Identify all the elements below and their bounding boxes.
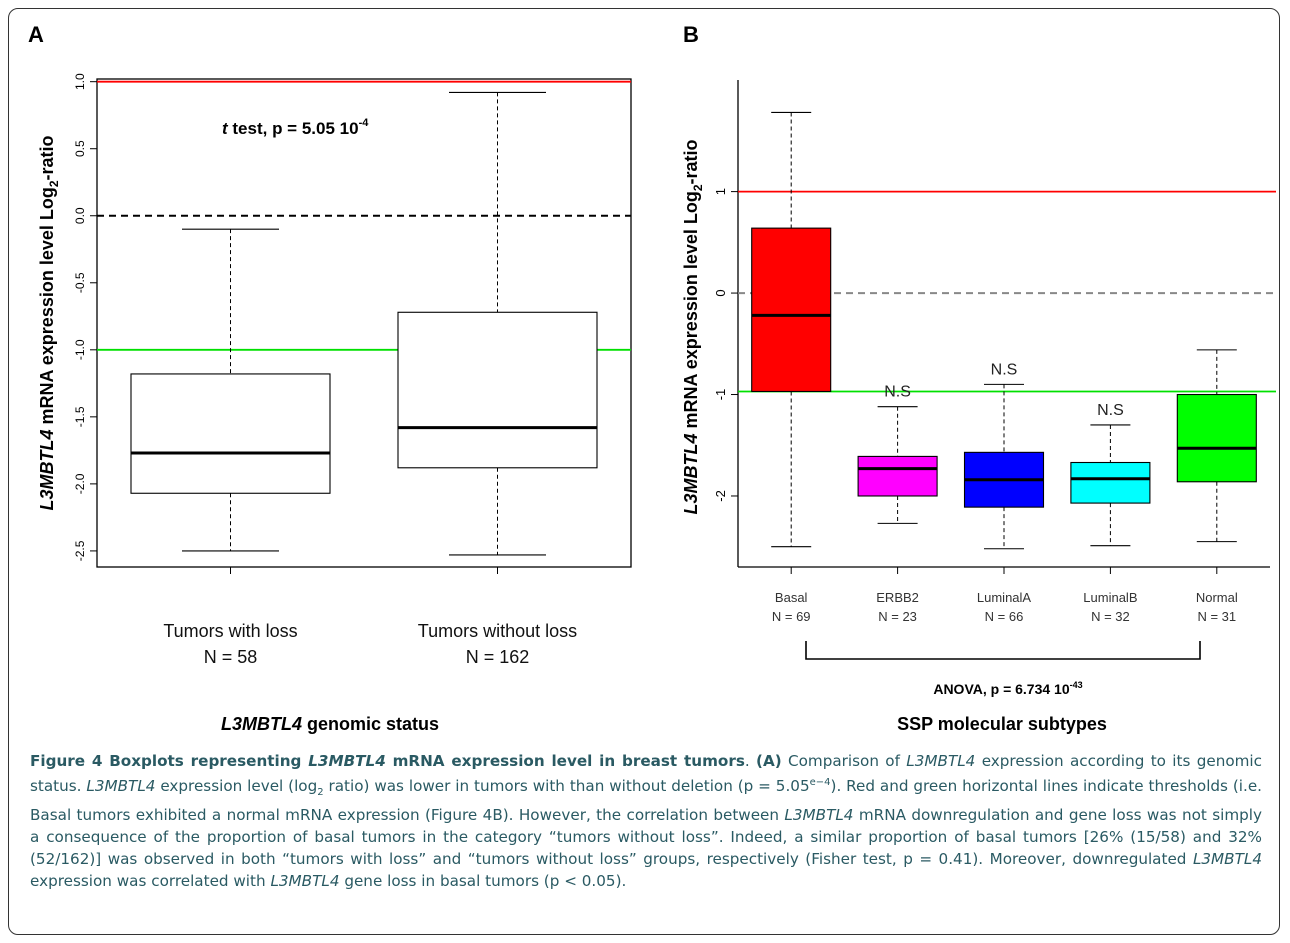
panel-b-n-label: N = 66: [985, 609, 1024, 624]
panel-b-category-label: LuminalA: [977, 590, 1032, 605]
panel-a-annotation: t test, p = 5.05 10-4: [222, 117, 369, 138]
panel-a-category-label: Tumors without loss: [418, 621, 577, 641]
panel-b-box: [857, 455, 938, 497]
panel-a-label: A: [28, 22, 44, 47]
panel-b-box: [1070, 461, 1151, 504]
panel-b-box: [1176, 393, 1257, 483]
panel-b-box: [751, 227, 832, 393]
panel-a-y-tick-label: -1.0: [73, 339, 87, 360]
panel-b-label: B: [683, 22, 699, 47]
panel-b-y-tick-label: 0: [713, 289, 728, 296]
panel-a-y-tick-label: -0.5: [73, 272, 87, 293]
panel-a-y-axis-label: L3MBTL4 mRNA expression level Log2-ratio: [37, 135, 61, 510]
panel-a-box: [397, 311, 598, 469]
figure-frame: [8, 8, 1280, 935]
panel-a-n-label: N = 162: [466, 647, 530, 667]
panel-b-category-label: LuminalB: [1083, 590, 1137, 605]
panel-a-category-label: Tumors with loss: [163, 621, 297, 641]
panel-b-y-tick-label: 1: [713, 188, 728, 195]
panel-a-y-tick-label: -2.5: [73, 540, 87, 561]
panel-b-n-label: N = 31: [1197, 609, 1236, 624]
panel-b-significance-label: N.S: [1097, 402, 1124, 419]
panel-b-significance-label: N.S: [991, 361, 1018, 378]
panel-b-significance-label: N.S: [884, 384, 911, 401]
panel-b-y-tick-label: -2: [713, 490, 728, 502]
panel-a-y-tick-label: 0.0: [73, 207, 87, 224]
panel-a-plot: 1.0 0.5 0.0 -0.5 -1.0 -1.5 -2.0 -2.5 Tumors with…: [73, 73, 632, 667]
panel-b-category-label: Basal: [775, 590, 808, 605]
panel-b-n-label: N = 69: [772, 609, 811, 624]
panel-b-category-label: Normal: [1196, 590, 1238, 605]
panel-b-y-tick-label: -1: [713, 389, 728, 401]
panel-b-y-axis-label: L3MBTL4 mRNA expression level Log2-ratio: [681, 139, 705, 514]
figure-caption: Figure 4 Boxplots representing L3MBTL4 m…: [30, 752, 1262, 891]
panel-a-plot-frame: [96, 78, 632, 568]
panel-b-n-label: N = 23: [878, 609, 917, 624]
panel-b-category-label: ERBB2: [876, 590, 919, 605]
panel-a-box: [130, 373, 331, 494]
panel-b-n-label: N = 32: [1091, 609, 1130, 624]
panel-b-anova-bracket: [805, 641, 1201, 660]
panel-a-n-label: N = 58: [204, 647, 258, 667]
panel-a-y-tick-label: -2.0: [73, 473, 87, 494]
panel-b-x-axis-label: SSP molecular subtypes: [897, 714, 1107, 734]
panel-b-plot: 1 0 -1 -2 Basal N = 69 ERBB2 N = 23 N.S LuminalA N…: [713, 80, 1276, 624]
panel-a-y-tick-label: 1.0: [73, 73, 87, 90]
panel-b-annotation: ANOVA, p = 6.734 10-43: [933, 680, 1082, 697]
panel-a-x-axis-label: L3MBTL4 genomic status: [221, 714, 439, 734]
panel-a-y-tick-label: 0.5: [73, 140, 87, 157]
panel-a-y-tick-label: -1.5: [73, 406, 87, 427]
